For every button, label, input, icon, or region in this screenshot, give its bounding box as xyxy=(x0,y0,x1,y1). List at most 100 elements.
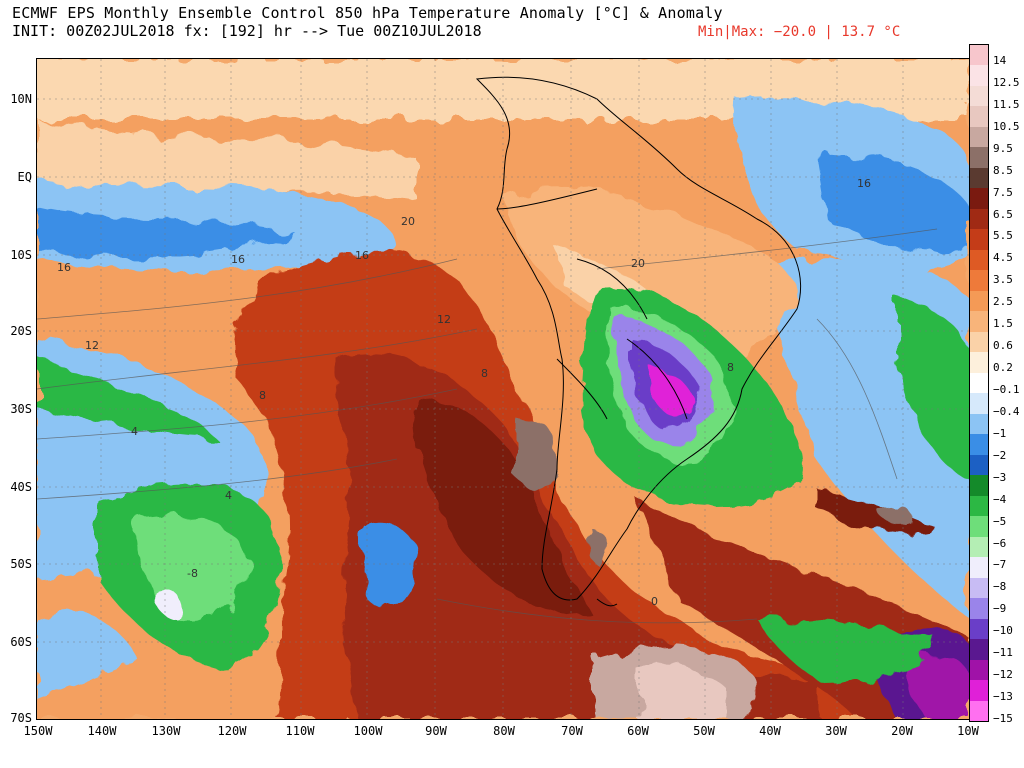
lon-label: 150W xyxy=(23,724,53,738)
colorbar-swatch xyxy=(970,639,988,660)
colorbar-label: 3.5 xyxy=(993,273,1013,287)
colorbar-label: −0.4 xyxy=(993,404,1020,418)
colorbar-label: −7 xyxy=(993,558,1007,572)
colorbar-label: −2 xyxy=(993,448,1007,462)
colorbar-swatch xyxy=(970,372,988,394)
lat-label: 10N xyxy=(10,92,32,106)
colorbar-swatch xyxy=(970,618,988,640)
colorbar-swatch xyxy=(970,147,988,168)
contour-label: 16 xyxy=(231,253,245,266)
colorbar-swatch xyxy=(970,557,988,578)
colorbar-label: 10.5 xyxy=(993,119,1020,133)
colorbar-swatch xyxy=(970,352,988,373)
contour-label: 0 xyxy=(651,595,658,608)
lon-label: 10W xyxy=(957,724,979,738)
colorbar-swatch xyxy=(970,229,988,250)
colorbar-swatch xyxy=(970,700,988,721)
colorbar-swatch xyxy=(970,577,988,599)
contour-label: 8 xyxy=(727,361,734,374)
colorbar-swatch xyxy=(970,659,988,681)
colorbar-label: −1 xyxy=(993,426,1007,440)
lon-label: 110W xyxy=(285,724,315,738)
colorbar-label: 14 xyxy=(993,54,1007,67)
colorbar-swatch xyxy=(970,680,988,701)
colorbar-label: 2.5 xyxy=(993,295,1013,309)
colorbar-label: −13 xyxy=(993,690,1013,704)
lat-label: 50S xyxy=(10,557,32,571)
colorbar-label: −15 xyxy=(993,712,1013,725)
colorbar-swatch xyxy=(970,536,988,558)
lat-label: 70S xyxy=(10,711,32,725)
contour-label: 20 xyxy=(401,215,415,228)
colorbar-label: −5 xyxy=(993,514,1007,528)
colorbar-swatch xyxy=(970,413,988,435)
lat-label: 40S xyxy=(10,480,32,494)
min-max-readout: Min|Max: −20.0 | 13.7 °C xyxy=(698,24,901,40)
colorbar-swatch xyxy=(970,65,988,86)
colorbar-swatch xyxy=(970,475,988,496)
contour-label: 4 xyxy=(131,425,138,438)
colorbar-label: 9.5 xyxy=(993,141,1013,155)
lon-label: 50W xyxy=(693,724,715,738)
colorbar-label: 0.6 xyxy=(993,339,1013,353)
lat-label: 60S xyxy=(10,635,32,649)
colorbar-label: −0.1 xyxy=(993,383,1020,396)
colorbar-swatch xyxy=(970,331,988,353)
lon-label: 130W xyxy=(151,724,181,738)
init-forecast-time: INIT: 00Z02JUL2018 fx: [192] hr --> Tue … xyxy=(12,22,482,40)
colorbar-swatch xyxy=(970,270,988,291)
contour-label: 8 xyxy=(481,367,488,380)
colorbar-swatch xyxy=(970,208,988,230)
colorbar-label: −4 xyxy=(993,492,1007,506)
lon-label: 120W xyxy=(217,724,247,738)
colorbar-label: −6 xyxy=(993,536,1007,550)
colorbar-swatch xyxy=(970,249,988,271)
contour-label: 16 xyxy=(857,177,871,190)
colorbar-label: 6.5 xyxy=(993,207,1013,221)
colorbar-swatch xyxy=(970,106,988,127)
colorbar-swatch xyxy=(970,516,988,537)
colorbar-label: 7.5 xyxy=(993,185,1013,199)
lon-label: 30W xyxy=(825,724,847,738)
lat-label: 30S xyxy=(10,402,32,416)
colorbar-label: 0.2 xyxy=(993,361,1013,375)
colorbar-label: −12 xyxy=(993,668,1013,682)
colorbar-label: −11 xyxy=(993,646,1013,660)
colorbar-swatch xyxy=(970,85,988,107)
colorbar-label: 12.5 xyxy=(993,75,1020,89)
colorbar-swatch xyxy=(970,434,988,455)
lat-label: EQ xyxy=(17,170,32,184)
contour-label: -8 xyxy=(187,567,198,580)
contour-label: 16 xyxy=(355,249,369,262)
colorbar-label: 11.5 xyxy=(993,97,1020,111)
lon-label: 60W xyxy=(627,724,649,738)
chart-title: ECMWF EPS Monthly Ensemble Control 850 h… xyxy=(12,4,723,22)
lon-label: 140W xyxy=(87,724,117,738)
colorbar-label: −10 xyxy=(993,624,1013,638)
lat-label: 10S xyxy=(10,248,32,262)
lon-label: 40W xyxy=(759,724,781,738)
colorbar-swatch xyxy=(970,393,988,414)
lon-label: 80W xyxy=(493,724,515,738)
colorbar-label: 4.5 xyxy=(993,251,1013,265)
colorbar-swatch xyxy=(970,45,988,66)
contour-label: 16 xyxy=(57,261,71,274)
lon-label: 90W xyxy=(425,724,447,738)
colorbar-swatch xyxy=(970,290,988,312)
colorbar-swatch xyxy=(970,454,988,476)
anomaly-map: 20 16 16 16 12 12 8 8 4 4 20 16 8 0 -8 xyxy=(36,58,971,720)
colorbar-swatch xyxy=(970,167,988,189)
colorbar-label: −8 xyxy=(993,580,1007,594)
colorbar-swatch xyxy=(970,495,988,517)
colorbar xyxy=(969,44,989,722)
colorbar-swatch xyxy=(970,311,988,332)
lon-label: 100W xyxy=(353,724,383,738)
colorbar-swatch xyxy=(970,598,988,619)
colorbar-swatch xyxy=(970,188,988,209)
colorbar-label: 8.5 xyxy=(993,163,1013,177)
contour-label: 12 xyxy=(85,339,99,352)
lon-label: 70W xyxy=(561,724,583,738)
colorbar-label: 1.5 xyxy=(993,317,1013,331)
contour-label: 8 xyxy=(259,389,266,402)
colorbar-label: −3 xyxy=(993,470,1007,484)
